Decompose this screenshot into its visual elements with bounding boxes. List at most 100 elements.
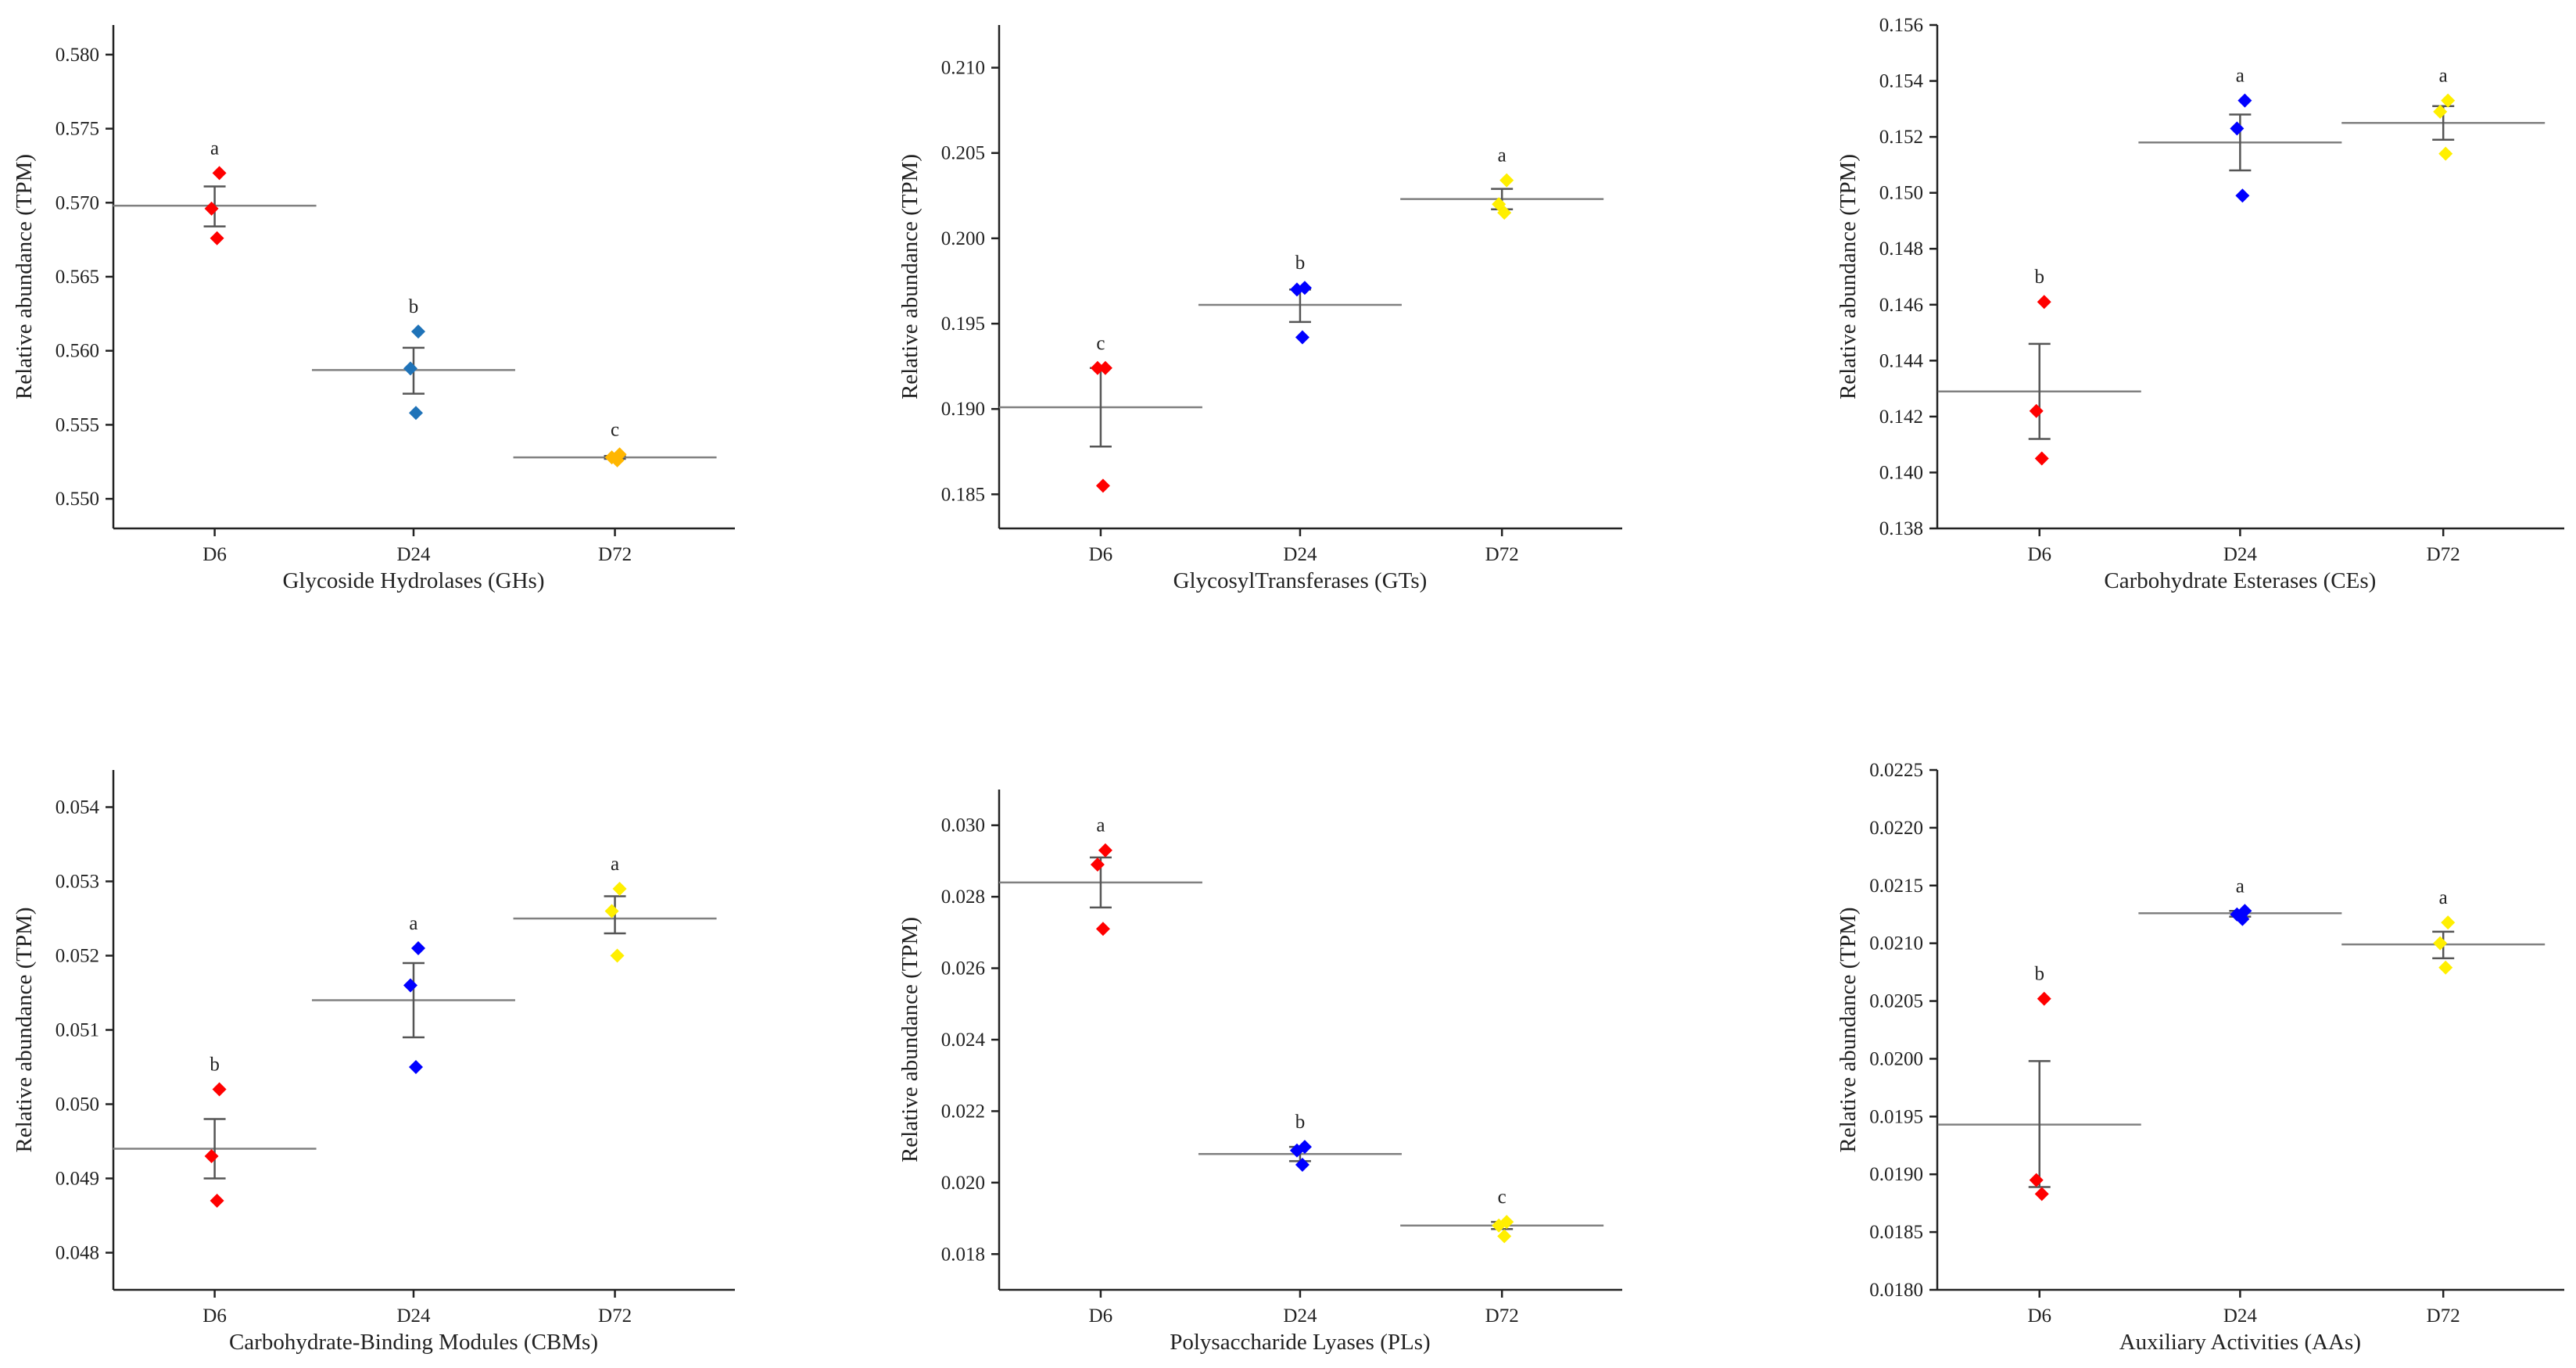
y-tick-label: 0.195 bbox=[941, 313, 985, 335]
y-tick-label: 0.580 bbox=[56, 45, 99, 66]
significance-letter: a bbox=[2439, 887, 2448, 908]
significance-letter: a bbox=[2236, 66, 2245, 87]
y-axis-title: Relative abundance (TPM) bbox=[12, 154, 37, 399]
x-axis-title: Polysaccharide Lyases (PLs) bbox=[1170, 1330, 1430, 1355]
y-tick-label: 0.0195 bbox=[1869, 1106, 1923, 1127]
y-tick-label: 0.049 bbox=[56, 1169, 99, 1190]
significance-letter: a bbox=[2439, 66, 2448, 87]
y-tick-label: 0.560 bbox=[56, 341, 99, 362]
x-tick-label: D6 bbox=[1089, 544, 1113, 565]
significance-letter: b bbox=[409, 296, 419, 317]
y-tick-label: 0.140 bbox=[1879, 462, 1923, 483]
data-point bbox=[410, 941, 425, 955]
y-tick-label: 0.050 bbox=[56, 1094, 99, 1116]
y-axis-title: Relative abundance (TPM) bbox=[12, 907, 37, 1152]
significance-letter: a bbox=[409, 913, 417, 934]
y-tick-label: 0.156 bbox=[1879, 15, 1923, 36]
panel-1: 0.550 0.555 0.560 0.565 0.570 0.575 0.580 Relat… bbox=[12, 25, 735, 593]
data-point bbox=[2433, 104, 2448, 119]
y-tick-label: 0.030 bbox=[941, 815, 985, 836]
data-point bbox=[2235, 911, 2250, 926]
y-tick-label: 0.0180 bbox=[1869, 1280, 1923, 1301]
y-tick-label: 0.0225 bbox=[1869, 760, 1923, 781]
y-tick-label: 0.020 bbox=[941, 1173, 985, 1194]
significance-letter: b bbox=[1295, 252, 1306, 274]
y-axis-title: Relative abundance (TPM) bbox=[1836, 907, 1861, 1152]
y-axis-title: Relative abundance (TPM) bbox=[897, 154, 923, 399]
data-point bbox=[1295, 330, 1309, 345]
data-point bbox=[408, 406, 423, 421]
panel-5: 0.018 0.020 0.022 0.024 0.026 0.028 0.030 Relat… bbox=[897, 790, 1622, 1355]
x-tick-label: D6 bbox=[1089, 1305, 1113, 1327]
data-point bbox=[210, 1194, 224, 1208]
x-tick-label: D72 bbox=[1485, 1305, 1519, 1327]
x-tick-label: D72 bbox=[1485, 544, 1519, 565]
data-point bbox=[1497, 1229, 1512, 1244]
y-tick-label: 0.146 bbox=[1879, 295, 1923, 316]
x-axis-title: Carbohydrate-Binding Modules (CBMs) bbox=[229, 1330, 598, 1355]
data-point bbox=[1098, 843, 1112, 858]
data-point bbox=[604, 904, 619, 919]
data-point bbox=[610, 948, 625, 963]
data-point bbox=[1090, 858, 1105, 872]
data-point bbox=[1095, 922, 1110, 936]
panel-2: 0.185 0.190 0.195 0.200 0.205 0.210 Relative a… bbox=[897, 25, 1622, 593]
significance-letter: a bbox=[1096, 815, 1105, 836]
significance-letter: b bbox=[2034, 267, 2044, 288]
y-tick-label: 0.565 bbox=[56, 267, 99, 288]
significance-letter: a bbox=[1498, 145, 1507, 167]
significance-letter: a bbox=[210, 138, 219, 159]
x-tick-label: D6 bbox=[2027, 544, 2051, 565]
x-tick-label: D72 bbox=[2427, 544, 2460, 565]
data-point bbox=[2037, 295, 2051, 310]
data-point bbox=[1098, 360, 1112, 375]
data-point bbox=[212, 1082, 227, 1097]
y-tick-label: 0.0210 bbox=[1869, 933, 1923, 954]
data-point bbox=[2034, 1187, 2049, 1201]
data-point bbox=[1289, 282, 1304, 297]
data-point bbox=[1492, 1218, 1507, 1233]
data-point bbox=[2029, 403, 2044, 418]
significance-letter: a bbox=[2236, 876, 2245, 897]
data-point bbox=[1497, 206, 1512, 220]
y-tick-label: 0.185 bbox=[941, 484, 985, 505]
x-tick-label: D6 bbox=[2027, 1305, 2051, 1327]
data-point bbox=[2230, 121, 2245, 136]
x-tick-label: D24 bbox=[1283, 1305, 1317, 1327]
y-tick-label: 0.024 bbox=[941, 1030, 986, 1051]
data-point bbox=[204, 201, 219, 216]
x-axis-title: Glycoside Hydrolases (GHs) bbox=[282, 568, 544, 593]
y-tick-label: 0.022 bbox=[941, 1101, 985, 1122]
x-axis-title: Carbohydrate Esterases (CEs) bbox=[2104, 568, 2376, 593]
y-tick-label: 0.570 bbox=[56, 192, 99, 213]
data-point bbox=[2237, 93, 2252, 108]
y-tick-label: 0.575 bbox=[56, 119, 99, 140]
data-point bbox=[2441, 915, 2456, 930]
x-tick-label: D24 bbox=[2223, 544, 2258, 565]
significance-letter: b bbox=[210, 1055, 220, 1076]
significance-letter: b bbox=[1295, 1112, 1306, 1133]
y-tick-label: 0.028 bbox=[941, 886, 985, 908]
data-point bbox=[408, 1060, 423, 1074]
x-axis-title: Auxiliary Activities (AAs) bbox=[2119, 1330, 2361, 1355]
y-tick-label: 0.0205 bbox=[1869, 991, 1923, 1012]
panel-3: 0.138 0.140 0.142 0.144 0.146 0.148 0.150 0.152… bbox=[1836, 15, 2564, 593]
data-point bbox=[2029, 1173, 2044, 1187]
significance-letter: c bbox=[1498, 1187, 1507, 1208]
y-tick-label: 0.053 bbox=[56, 872, 99, 893]
data-point bbox=[403, 978, 417, 993]
y-tick-label: 0.210 bbox=[941, 58, 985, 79]
significance-letter: c bbox=[1096, 333, 1105, 354]
y-tick-label: 0.0190 bbox=[1869, 1164, 1923, 1185]
x-tick-label: D72 bbox=[2427, 1305, 2460, 1327]
y-tick-label: 0.0200 bbox=[1869, 1048, 1923, 1069]
panel-4: 0.048 0.049 0.050 0.051 0.052 0.053 0.054 Relat… bbox=[12, 770, 735, 1355]
y-tick-label: 0.154 bbox=[1879, 71, 1924, 92]
data-point bbox=[212, 166, 227, 181]
data-point bbox=[403, 361, 417, 376]
data-point bbox=[1090, 360, 1105, 375]
y-tick-label: 0.550 bbox=[56, 489, 99, 510]
data-point bbox=[2034, 451, 2049, 466]
x-tick-label: D72 bbox=[598, 1305, 632, 1327]
